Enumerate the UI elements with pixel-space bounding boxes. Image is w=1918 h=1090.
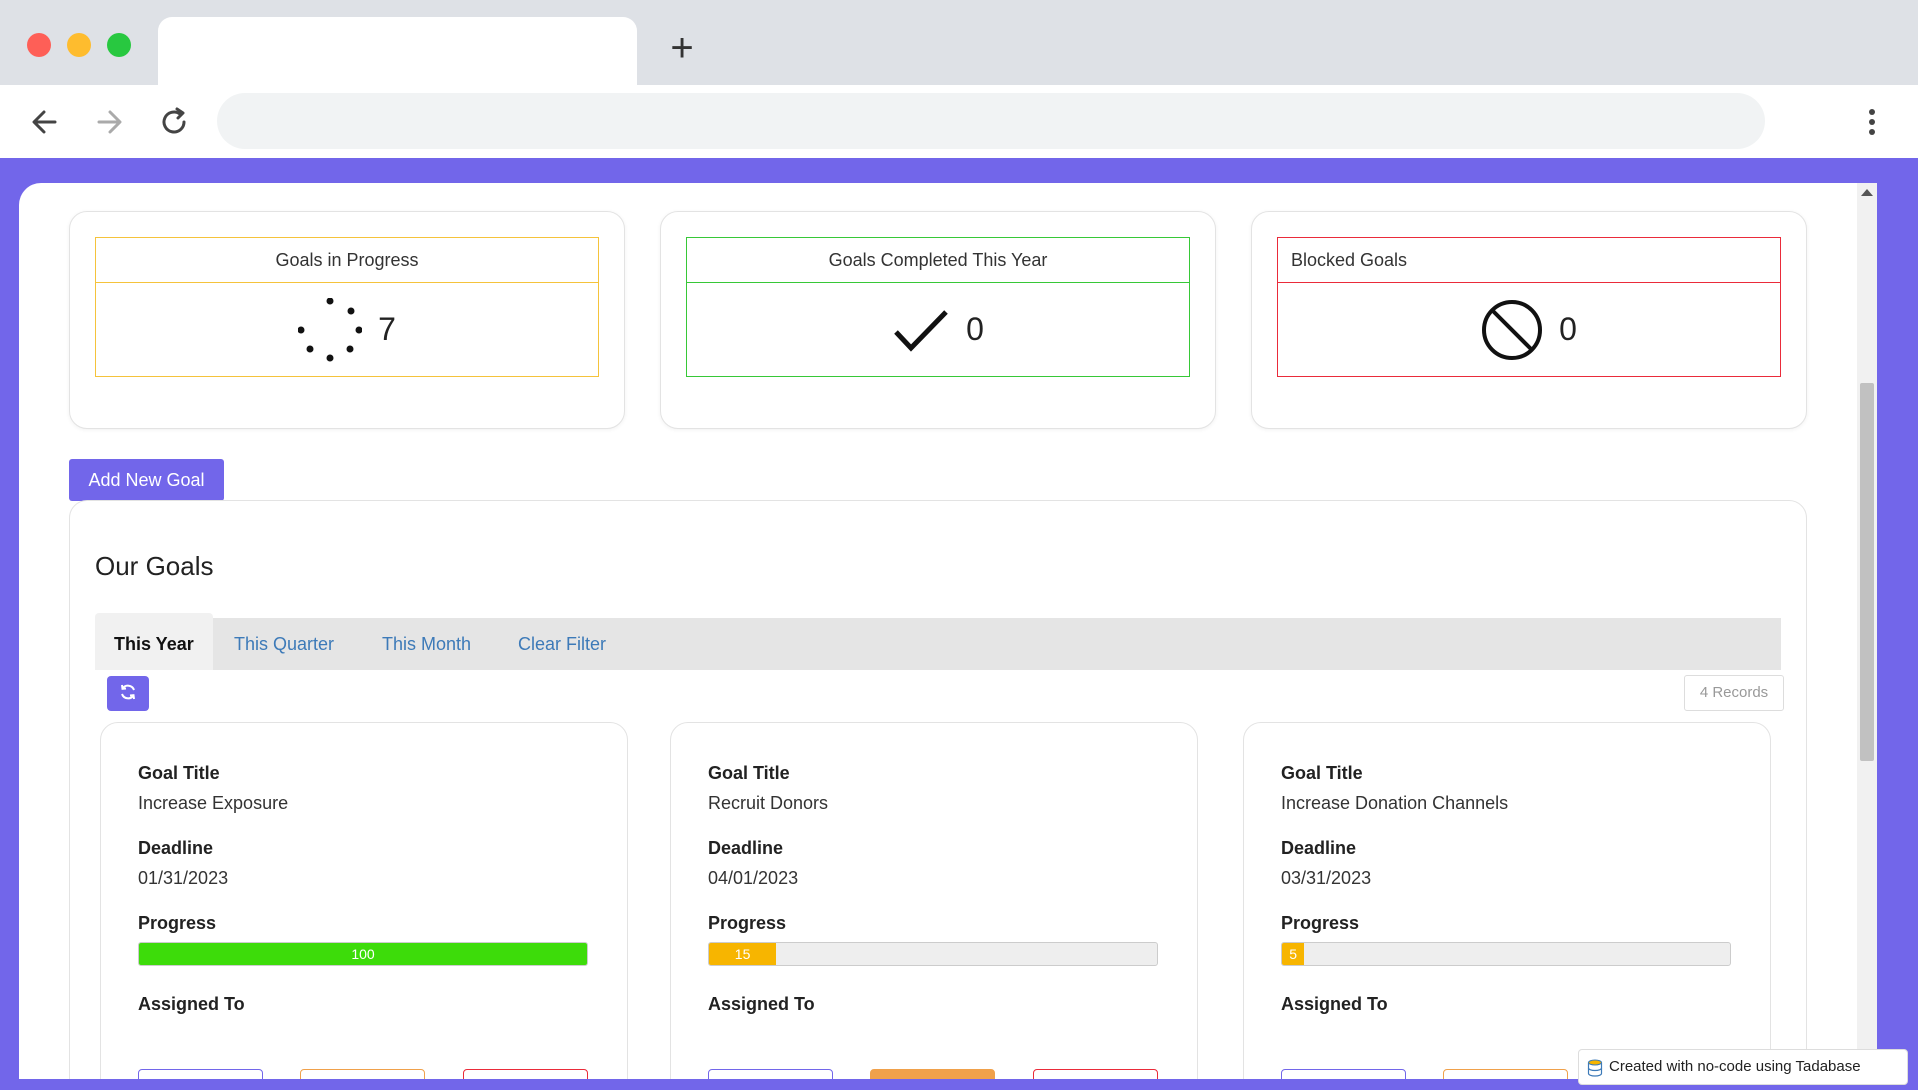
tab-clear-filter[interactable]: Clear Filter	[518, 634, 607, 654]
card-actions	[138, 1069, 588, 1079]
goals-panel: Our Goals This Year This Quarter This Mo…	[69, 500, 1807, 1079]
stat-body: 7	[96, 283, 598, 376]
tab-strip: +	[0, 0, 1918, 85]
goal-card: Goal Title Increase Donation Channels De…	[1243, 722, 1771, 1079]
progress-label: Progress	[1281, 913, 1360, 933]
checkmark-icon	[894, 309, 948, 352]
deadline-value: 01/31/2023	[138, 868, 229, 888]
progress-bar: 5	[1281, 942, 1731, 966]
scroll-thumb[interactable]	[1860, 383, 1874, 761]
section-title: Our Goals	[95, 551, 214, 581]
deadline-value: 04/01/2023	[708, 868, 799, 888]
database-icon	[1587, 1059, 1603, 1077]
goal-title-value: Increase Donation Channels	[1281, 793, 1509, 813]
stat-title: Goals in Progress	[96, 238, 598, 283]
delete-button[interactable]	[1033, 1069, 1158, 1079]
page-scrollbar[interactable]	[1857, 183, 1877, 1079]
maximize-window-button[interactable]	[107, 33, 131, 57]
stat-body: 0	[687, 283, 1189, 376]
progress-bar: 15	[708, 942, 1158, 966]
deadline-value: 03/31/2023	[1281, 868, 1372, 888]
deadline-label: Deadline	[1281, 838, 1357, 858]
stat-body: 0	[1278, 283, 1780, 376]
goal-title-value: Increase Exposure	[138, 793, 289, 813]
stat-count: 7	[378, 311, 396, 347]
badge-text: Created with no-code using Tadabase	[1609, 1058, 1861, 1075]
spinner-icon	[298, 297, 363, 361]
forward-button[interactable]	[90, 103, 128, 141]
view-button[interactable]	[708, 1069, 833, 1079]
stat-title: Blocked Goals	[1278, 238, 1780, 283]
progress-label: Progress	[138, 913, 217, 933]
assigned-to-label: Assigned To	[708, 994, 815, 1014]
assigned-to-label: Assigned To	[138, 994, 245, 1014]
back-button[interactable]	[26, 103, 64, 141]
blocked-icon	[1482, 299, 1543, 360]
add-new-goal-button[interactable]: Add New Goal	[69, 459, 224, 501]
tadabase-badge[interactable]: Created with no-code using Tadabase	[1578, 1049, 1908, 1085]
tab-this-quarter[interactable]: This Quarter	[234, 634, 335, 654]
browser-tab[interactable]	[158, 17, 637, 85]
kebab-menu-icon	[1869, 109, 1875, 135]
goal-card: Goal Title Recruit Donors Deadline 04/01…	[670, 722, 1198, 1079]
refresh-button[interactable]	[107, 676, 149, 711]
progress-fill: 5	[1282, 943, 1305, 965]
edit-button[interactable]	[1443, 1069, 1568, 1079]
browser-menu-button[interactable]	[1860, 103, 1884, 141]
goal-card: Goal Title Increase Exposure Deadline 01…	[100, 722, 628, 1079]
progress-fill: 100	[139, 943, 587, 965]
view-button[interactable]	[138, 1069, 263, 1079]
progress-label: Progress	[708, 913, 787, 933]
progress-bar: 100	[138, 942, 588, 966]
stat-card-blocked: Blocked Goals 0	[1251, 211, 1807, 429]
records-count: 4 Records	[1684, 675, 1784, 711]
app-viewport: Goals in Progress 7 Goals Completed This…	[19, 183, 1877, 1079]
stat-card-in-progress: Goals in Progress 7	[69, 211, 625, 429]
goal-title-label: Goal Title	[1281, 763, 1363, 783]
deadline-label: Deadline	[708, 838, 784, 858]
reload-button[interactable]	[155, 103, 193, 141]
stat-panel: Blocked Goals 0	[1277, 237, 1781, 377]
assigned-to-label: Assigned To	[1281, 994, 1388, 1014]
stat-panel: Goals in Progress 7	[95, 237, 599, 377]
stat-panel: Goals Completed This Year 0	[686, 237, 1190, 377]
delete-button[interactable]	[463, 1069, 588, 1079]
stat-card-completed: Goals Completed This Year 0	[660, 211, 1216, 429]
goal-title-label: Goal Title	[138, 763, 220, 783]
tab-this-month[interactable]: This Month	[382, 634, 472, 654]
stat-title: Goals Completed This Year	[687, 238, 1189, 283]
arrow-right-icon	[97, 110, 122, 134]
goal-title-value: Recruit Donors	[708, 793, 829, 813]
progress-fill: 15	[709, 943, 777, 965]
scroll-up-arrow-icon[interactable]	[1861, 189, 1873, 196]
browser-toolbar	[0, 85, 1918, 158]
edit-button[interactable]	[300, 1069, 425, 1079]
edit-button[interactable]	[870, 1069, 995, 1079]
deadline-label: Deadline	[138, 838, 214, 858]
new-tab-button[interactable]: +	[670, 26, 694, 70]
card-actions	[708, 1069, 1158, 1079]
address-bar[interactable]	[217, 93, 1765, 149]
filter-tabs: This Year This Quarter This Month Clear …	[95, 613, 1781, 670]
close-window-button[interactable]	[27, 33, 51, 57]
browser-chrome: +	[0, 0, 1918, 158]
tab-this-year[interactable]: This Year	[95, 613, 213, 670]
view-button[interactable]	[1281, 1069, 1406, 1079]
stat-count: 0	[1559, 311, 1577, 347]
stat-count: 0	[966, 311, 984, 347]
goal-title-label: Goal Title	[708, 763, 790, 783]
arrow-left-icon	[32, 110, 57, 134]
reload-icon	[162, 107, 186, 134]
refresh-icon	[121, 684, 135, 700]
minimize-window-button[interactable]	[67, 33, 91, 57]
